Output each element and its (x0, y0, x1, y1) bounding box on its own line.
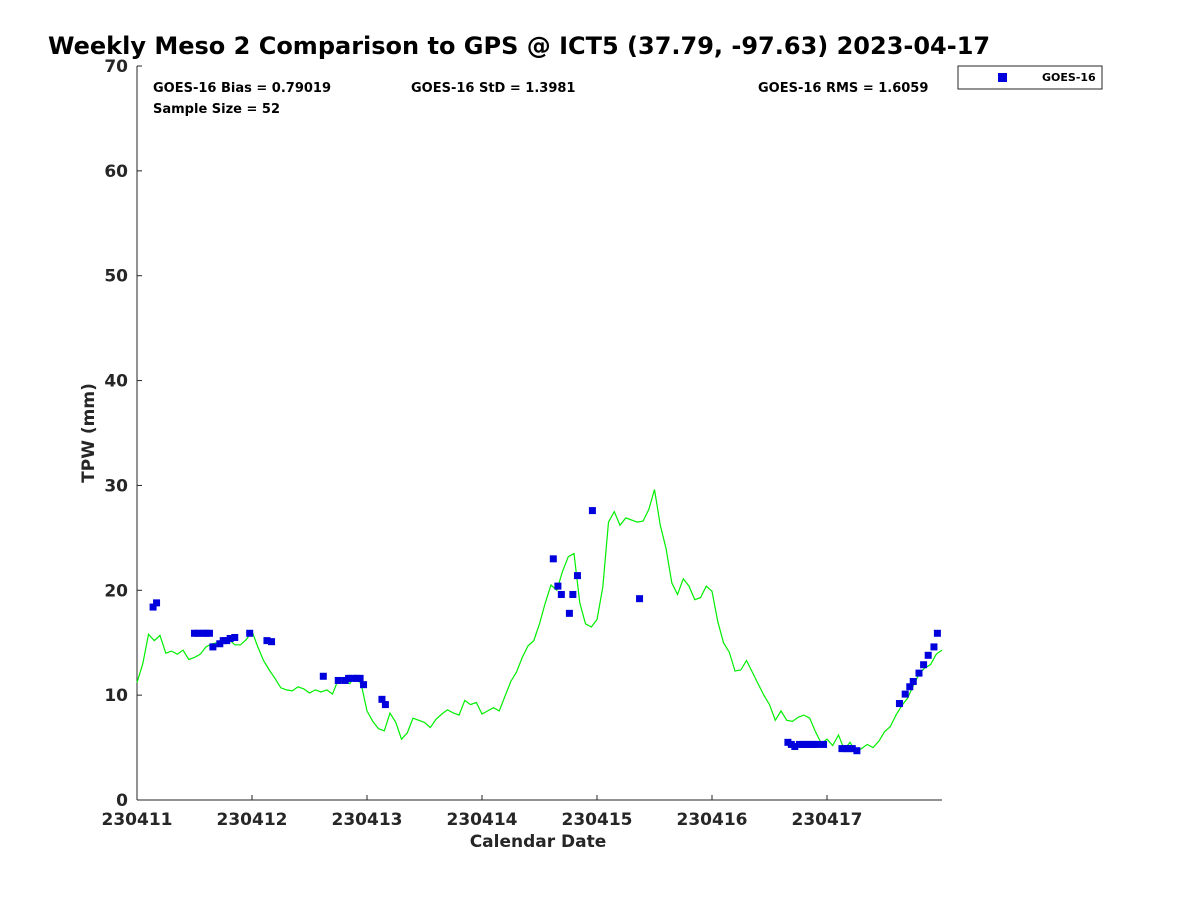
goes16-point (226, 635, 234, 643)
y-tick-label: 70 (104, 57, 128, 77)
y-tick-label: 60 (104, 162, 128, 182)
goes16-point (791, 743, 799, 751)
goes16-point (205, 629, 213, 637)
goes16-point (895, 700, 903, 708)
x-tick-label: 230415 (562, 810, 633, 830)
y-tick-label: 50 (104, 267, 128, 287)
legend-marker (998, 73, 1007, 82)
bias-stat: GOES-16 Bias = 0.79019 (153, 81, 331, 96)
goes16-point (263, 637, 271, 645)
goes16-point (554, 582, 562, 590)
goes16-point (820, 740, 828, 748)
goes16-point (549, 555, 557, 563)
x-tick-label: 230417 (792, 810, 863, 830)
goes16-point (848, 745, 856, 753)
goes16-point (231, 633, 239, 641)
goes16-point (356, 674, 364, 682)
goes16-point (194, 629, 202, 637)
goes16-point (853, 747, 861, 755)
goes16-point (924, 651, 932, 659)
goes16-point (915, 669, 923, 677)
sample-size-stat: Sample Size = 52 (153, 102, 280, 117)
y-tick-label: 40 (104, 372, 128, 392)
goes16-point (557, 590, 565, 598)
goes16-point (813, 740, 821, 748)
legend-box (957, 65, 1103, 90)
x-tick-label: 230411 (102, 810, 173, 830)
goes16-point (319, 672, 327, 680)
goes16-point (334, 676, 342, 684)
y-ticks: 0 10 20 30 40 50 60 70 (104, 57, 142, 811)
std-stat: GOES-16 StD = 1.3981 (411, 81, 575, 96)
goes16-point (909, 678, 917, 686)
chart-title: Weekly Meso 2 Comparison to GPS @ ICT5 (… (48, 32, 990, 60)
gps-series-line (136, 489, 943, 753)
y-tick-label: 10 (104, 686, 128, 706)
legend: GOES-16 (957, 65, 1103, 90)
x-axis-label: Calendar Date (470, 832, 607, 852)
goes16-point (149, 603, 157, 611)
rms-stat: GOES-16 RMS = 1.6059 (758, 81, 928, 96)
y-tick-label: 0 (116, 791, 128, 811)
goes16-point (153, 599, 161, 607)
goes16-point (565, 609, 573, 617)
goes16-point (360, 681, 368, 689)
goes16-point (920, 661, 928, 669)
y-axis-label: TPW (mm) (79, 383, 99, 483)
goes16-point (906, 683, 914, 691)
goes16-point (246, 629, 254, 637)
legend-label: GOES-16 (1042, 71, 1096, 84)
y-tick-label: 30 (104, 476, 128, 496)
plot-area: 0 10 20 30 40 50 60 70 230411 230412 230413 230414… (102, 57, 943, 830)
goes16-point (933, 629, 941, 637)
goes16-point (901, 690, 909, 698)
goes16-point (573, 572, 581, 580)
goes16-point (588, 507, 596, 515)
y-tick-label: 20 (104, 581, 128, 601)
goes16-point (636, 595, 644, 603)
goes16-point (268, 638, 276, 646)
series-layer (136, 489, 943, 755)
x-tick-label: 230412 (217, 810, 288, 830)
goes16-point (348, 674, 356, 682)
goes16-point (378, 695, 386, 703)
goes16-point (569, 590, 577, 598)
x-tick-label: 230413 (332, 810, 403, 830)
x-ticks: 230411 230412 230413 230414 230415 230416 2304… (102, 795, 863, 830)
x-tick-label: 230416 (677, 810, 748, 830)
goes16-point (381, 701, 389, 709)
goes16-point (209, 643, 217, 651)
x-tick-label: 230414 (447, 810, 518, 830)
goes16-point (930, 643, 938, 651)
